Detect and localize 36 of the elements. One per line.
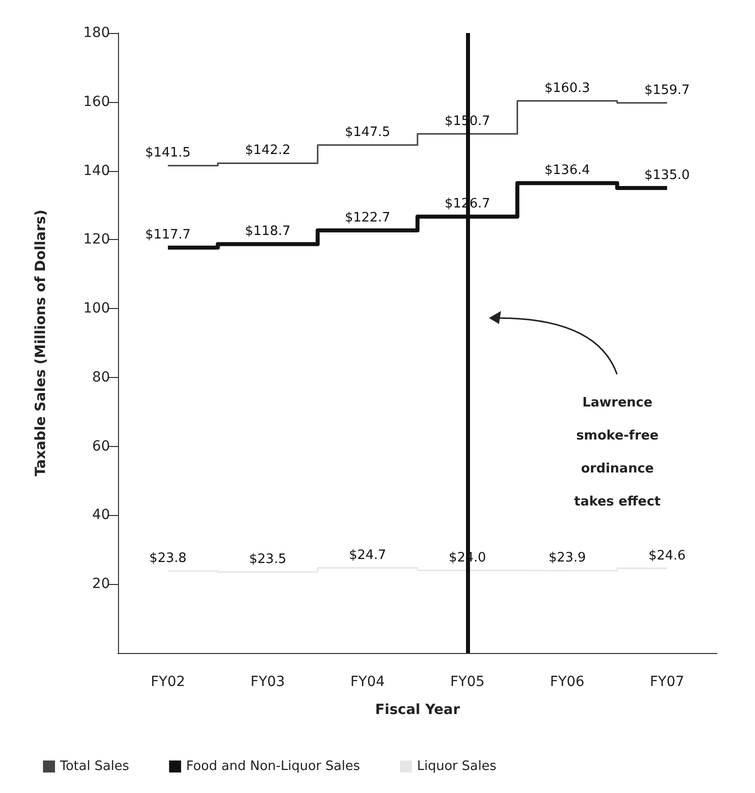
x-tick-label: FY03 — [250, 674, 285, 690]
legend-label: Total Sales — [59, 759, 130, 774]
y-tick-label: 60 — [92, 438, 110, 454]
data-label: $23.5 — [249, 552, 286, 568]
x-tick-label: FY04 — [350, 674, 385, 690]
data-label: $147.5 — [344, 124, 390, 140]
data-label: $23.8 — [149, 551, 187, 566]
data-label: $23.9 — [548, 550, 586, 566]
data-label: $135.0 — [644, 168, 690, 183]
data-label: $118.7 — [245, 224, 290, 240]
y-tick-label: 140 — [83, 162, 110, 179]
data-label: $142.2 — [245, 143, 290, 158]
data-label: $24.7 — [348, 548, 386, 563]
x-tick-label: FY05 — [450, 674, 485, 690]
data-label: $117.7 — [145, 228, 191, 243]
x-tick-label: FY07 — [650, 674, 684, 690]
y-tick-label: 180 — [83, 25, 110, 41]
data-label: $141.5 — [145, 146, 191, 161]
y-tick-label: 40 — [92, 507, 110, 524]
legend-label: Food and Non-Liquor Sales — [186, 759, 360, 774]
x-tick-label: FY06 — [550, 674, 585, 690]
y-tick-label: 80 — [92, 369, 110, 386]
data-label: $122.7 — [344, 210, 390, 226]
legend-label: Liquor Sales — [416, 759, 497, 774]
x-axis-title: Fiscal Year — [375, 702, 460, 718]
data-label: $160.3 — [544, 80, 590, 96]
data-label: $24.6 — [648, 548, 686, 564]
y-tick-label: 160 — [83, 94, 110, 110]
data-label: $159.7 — [644, 82, 690, 98]
x-tick-label: FY02 — [150, 674, 186, 690]
y-tick-label: 120 — [83, 232, 110, 248]
y-tick-label: 20 — [92, 576, 110, 592]
y-axis-title: Taxable Sales (Millions of Dollars) — [33, 210, 49, 476]
y-tick-label: 100 — [83, 300, 110, 317]
text: Lawrence smoke-free ordinance takes effect — [574, 395, 661, 510]
data-label: $136.4 — [544, 163, 590, 178]
